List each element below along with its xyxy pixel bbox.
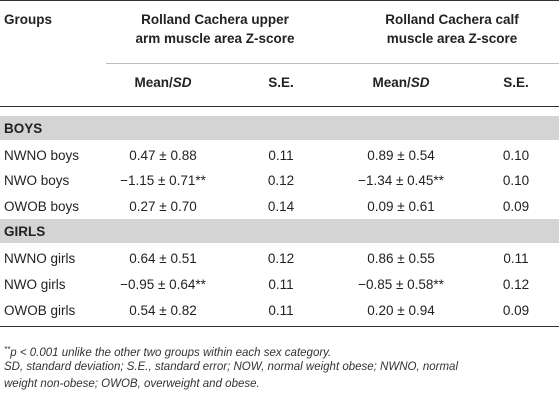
boys-section-title: BOYS bbox=[4, 121, 43, 136]
groups-header: Groups bbox=[4, 12, 53, 27]
row-calf-mean: 0.20 ± 0.94 bbox=[367, 303, 435, 318]
row-upper-arm-mean: 0.27 ± 0.70 bbox=[129, 199, 197, 214]
girls-section-band bbox=[0, 219, 559, 243]
table-bottom-rule bbox=[0, 326, 559, 327]
row-upper-arm-se: 0.12 bbox=[267, 251, 295, 266]
calf-mean-sd-header: Mean/SD bbox=[372, 75, 430, 90]
boys-section-band bbox=[0, 116, 559, 140]
header-sub-rule bbox=[106, 63, 559, 64]
row-group-label: NWNO girls bbox=[4, 251, 76, 266]
row-calf-mean: −0.85 ± 0.58** bbox=[358, 277, 444, 292]
upper-arm-group-header-line2: arm muscle area Z-score bbox=[135, 31, 295, 46]
row-upper-arm-mean: 0.54 ± 0.82 bbox=[129, 303, 197, 318]
row-calf-mean: 0.89 ± 0.54 bbox=[367, 148, 435, 163]
row-upper-arm-mean: 0.47 ± 0.88 bbox=[129, 148, 197, 163]
calf-group-header-line2: muscle area Z-score bbox=[386, 31, 518, 46]
row-calf-mean: 0.86 ± 0.55 bbox=[367, 251, 435, 266]
upper-arm-mean-sd-header: Mean/SD bbox=[134, 75, 192, 90]
row-calf-se: 0.09 bbox=[502, 199, 530, 214]
girls-section-title: GIRLS bbox=[4, 224, 46, 239]
footnote-stars: ** bbox=[4, 345, 11, 354]
calf-group-header: Rolland Cachera calf muscle area Z-score bbox=[345, 10, 559, 48]
row-calf-mean: 0.09 ± 0.61 bbox=[367, 199, 435, 214]
row-calf-se: 0.09 bbox=[502, 303, 530, 318]
calf-sd-italic: SD bbox=[410, 75, 430, 90]
calf-se-header: S.E. bbox=[503, 75, 529, 90]
row-upper-arm-se: 0.12 bbox=[267, 173, 295, 188]
footnote-abbreviations-line1: SD, standard deviation; S.E., standard e… bbox=[4, 361, 459, 373]
calf-group-header-line1: Rolland Cachera calf bbox=[385, 12, 519, 27]
row-upper-arm-se: 0.11 bbox=[268, 277, 294, 292]
upper-arm-group-header-line1: Rolland Cachera upper bbox=[141, 12, 289, 27]
table-top-rule bbox=[0, 0, 559, 1]
row-calf-mean: −1.34 ± 0.45** bbox=[358, 173, 444, 188]
row-upper-arm-se: 0.11 bbox=[268, 303, 294, 318]
row-group-label: NWO boys bbox=[4, 173, 70, 188]
header-bottom-rule bbox=[0, 106, 559, 107]
row-calf-se: 0.10 bbox=[502, 173, 530, 188]
footnote-significance: **p < 0.001 unlike the other two groups … bbox=[4, 345, 332, 359]
row-upper-arm-mean: 0.64 ± 0.51 bbox=[129, 251, 197, 266]
row-group-label: OWOB boys bbox=[4, 199, 80, 214]
row-upper-arm-mean: −0.95 ± 0.64** bbox=[120, 277, 206, 292]
row-group-label: NWNO boys bbox=[4, 148, 80, 163]
row-upper-arm-se: 0.14 bbox=[267, 199, 295, 214]
upper-arm-group-header: Rolland Cachera upper arm muscle area Z-… bbox=[106, 10, 324, 48]
row-group-label: OWOB girls bbox=[4, 303, 76, 318]
upper-arm-sd-italic: SD bbox=[172, 75, 192, 90]
upper-arm-se-header: S.E. bbox=[268, 75, 294, 90]
row-calf-se: 0.12 bbox=[502, 277, 530, 292]
row-group-label: NWO girls bbox=[4, 277, 66, 292]
row-calf-se: 0.11 bbox=[503, 251, 529, 266]
footnote-abbreviations-line2: weight non-obese; OWOB, overweight and o… bbox=[4, 378, 260, 390]
row-upper-arm-mean: −1.15 ± 0.71** bbox=[120, 173, 206, 188]
row-upper-arm-se: 0.11 bbox=[268, 148, 294, 163]
row-calf-se: 0.10 bbox=[502, 148, 530, 163]
